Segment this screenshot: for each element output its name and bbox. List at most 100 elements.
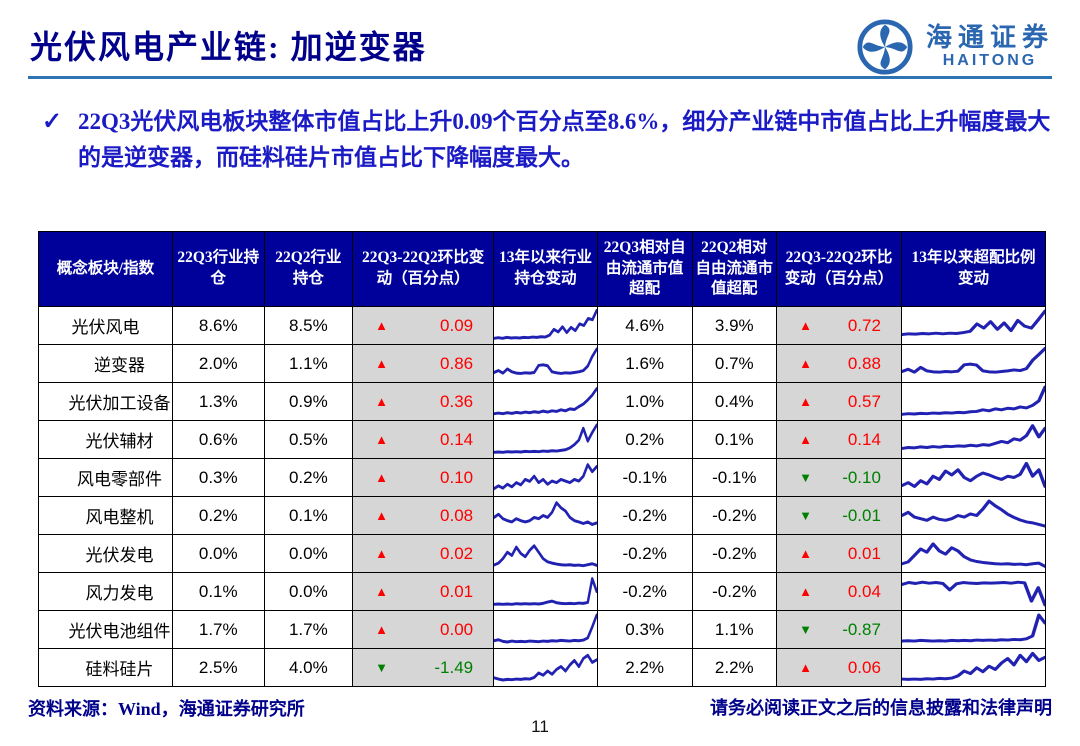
overweight-change: ▲ 0.14 [776, 420, 902, 459]
up-triangle-icon: ▲ [799, 546, 812, 561]
overweight-change: ▼ -0.01 [776, 496, 902, 535]
q3-holding: 0.0% [171, 534, 265, 573]
q2-holding: 0.0% [263, 534, 354, 573]
holding-trend-sparkline [493, 496, 598, 535]
column-header: 22Q2相对自由流通市值超配 [691, 231, 778, 307]
change-value: 0.57 [847, 391, 881, 411]
overweight-change: ▲ 0.72 [776, 306, 902, 345]
holding-change: ▲ 0.09 [352, 306, 495, 345]
row-label: 风力发电 [38, 572, 173, 611]
up-triangle-icon: ▲ [799, 584, 812, 599]
column-header: 22Q3行业持仓 [171, 231, 265, 307]
row-label: 光伏加工设备 [38, 382, 173, 421]
holding-change: ▲ 0.10 [352, 458, 495, 497]
holding-change: ▲ 0.86 [352, 344, 495, 383]
overweight-trend-sparkline [900, 572, 1047, 611]
overweight-trend-sparkline [900, 534, 1047, 573]
holding-trend-sparkline [493, 572, 598, 611]
table-row: 逆变器 2.0% 1.1% ▲ 0.86 1.6% 0.7% ▲ 0.88 [38, 344, 1047, 383]
q3-overweight: 2.2% [596, 648, 693, 687]
haitong-logo-en: HAITONG [942, 52, 1038, 70]
row-label: 光伏风电 [38, 306, 173, 345]
change-value: 0.06 [847, 657, 881, 677]
row-label: 硅料硅片 [38, 648, 173, 687]
up-triangle-icon: ▲ [375, 470, 389, 485]
q3-holding: 1.7% [171, 610, 265, 649]
q3-holding: 8.6% [171, 306, 265, 345]
row-label: 风电零部件 [38, 458, 173, 497]
change-value: 0.00 [440, 619, 474, 639]
row-label: 逆变器 [38, 344, 173, 383]
q3-overweight: -0.2% [596, 534, 693, 573]
table-row: 光伏电池组件 1.7% 1.7% ▲ 0.00 0.3% 1.1% ▼ -0.87 [38, 610, 1047, 649]
q3-overweight: -0.2% [596, 572, 693, 611]
holding-trend-sparkline [493, 458, 598, 497]
table-row: 光伏辅材 0.6% 0.5% ▲ 0.14 0.2% 0.1% ▲ 0.14 [38, 420, 1047, 459]
up-triangle-icon: ▲ [375, 356, 389, 371]
holding-change: ▲ 0.01 [352, 572, 495, 611]
row-label: 风电整机 [38, 496, 173, 535]
title-divider [28, 76, 1052, 79]
q2-holding: 0.0% [263, 572, 354, 611]
up-triangle-icon: ▲ [375, 622, 389, 637]
change-value: 0.36 [440, 391, 474, 411]
change-value: 0.10 [440, 467, 474, 487]
q3-holding: 1.3% [171, 382, 265, 421]
q2-holding: 0.9% [263, 382, 354, 421]
q2-holding: 4.0% [263, 648, 354, 687]
page-number: 11 [531, 717, 549, 736]
overweight-change: ▼ -0.87 [776, 610, 902, 649]
change-value: 0.72 [847, 315, 881, 335]
change-value: 0.04 [847, 581, 881, 601]
column-header: 13年以来行业持仓变动 [493, 231, 598, 307]
q2-overweight: -0.2% [691, 496, 778, 535]
column-header: 22Q2行业持仓 [263, 231, 354, 307]
haitong-logo-text: 海通证券 HAITONG [926, 23, 1054, 71]
holding-trend-sparkline [493, 534, 598, 573]
column-header: 22Q3相对自由流通市值超配 [596, 231, 693, 307]
holding-trend-sparkline [493, 420, 598, 459]
change-value: -1.49 [434, 657, 474, 677]
q3-overweight: -0.2% [596, 496, 693, 535]
q2-holding: 1.1% [263, 344, 354, 383]
holding-trend-sparkline [493, 306, 598, 345]
holding-trend-sparkline [493, 648, 598, 687]
holdings-table: 概念板块/指数 22Q3行业持仓 22Q2行业持仓 22Q3-22Q2环比变动（百分点… [38, 231, 1047, 687]
holding-trend-sparkline [493, 382, 598, 421]
overweight-trend-sparkline [900, 496, 1047, 535]
disclaimer-note: 请务必阅读正文之后的信息披露和法律声明 [710, 698, 1052, 718]
up-triangle-icon: ▲ [375, 318, 389, 333]
down-triangle-icon: ▼ [799, 508, 812, 523]
holding-change: ▼ -1.49 [352, 648, 495, 687]
up-triangle-icon: ▲ [375, 546, 389, 561]
change-value: 0.08 [440, 505, 474, 525]
change-value: 0.09 [440, 315, 474, 335]
down-triangle-icon: ▼ [375, 660, 389, 675]
q2-holding: 0.2% [263, 458, 354, 497]
column-header: 概念板块/指数 [38, 231, 173, 307]
haitong-logo: 海通证券 HAITONG [856, 18, 1054, 76]
q3-overweight: 1.6% [596, 344, 693, 383]
row-label: 光伏发电 [38, 534, 173, 573]
change-value: -0.87 [842, 619, 881, 639]
holding-change: ▲ 0.14 [352, 420, 495, 459]
change-value: 0.01 [440, 581, 474, 601]
q2-overweight: 0.7% [691, 344, 778, 383]
table-row: 风力发电 0.1% 0.0% ▲ 0.01 -0.2% -0.2% ▲ 0.04 [38, 572, 1047, 611]
q3-holding: 2.0% [171, 344, 265, 383]
up-triangle-icon: ▲ [799, 318, 812, 333]
change-value: 0.86 [440, 353, 474, 373]
change-value: 0.01 [847, 543, 881, 563]
q3-holding: 0.6% [171, 420, 265, 459]
overweight-change: ▲ 0.06 [776, 648, 902, 687]
overweight-trend-sparkline [900, 344, 1047, 383]
down-triangle-icon: ▼ [799, 470, 812, 485]
q3-overweight: 4.6% [596, 306, 693, 345]
q2-overweight: 3.9% [691, 306, 778, 345]
holding-trend-sparkline [493, 344, 598, 383]
haitong-logo-icon [856, 18, 914, 76]
table-row: 光伏风电 8.6% 8.5% ▲ 0.09 4.6% 3.9% ▲ 0.72 [38, 306, 1047, 345]
summary-bullet: ✓ 22Q3光伏风电板块整体市值占比上升0.09个百分点至8.6%，细分产业链中… [40, 104, 1054, 176]
change-value: 0.14 [847, 429, 881, 449]
summary-text: 22Q3光伏风电板块整体市值占比上升0.09个百分点至8.6%，细分产业链中市值… [78, 109, 1051, 170]
